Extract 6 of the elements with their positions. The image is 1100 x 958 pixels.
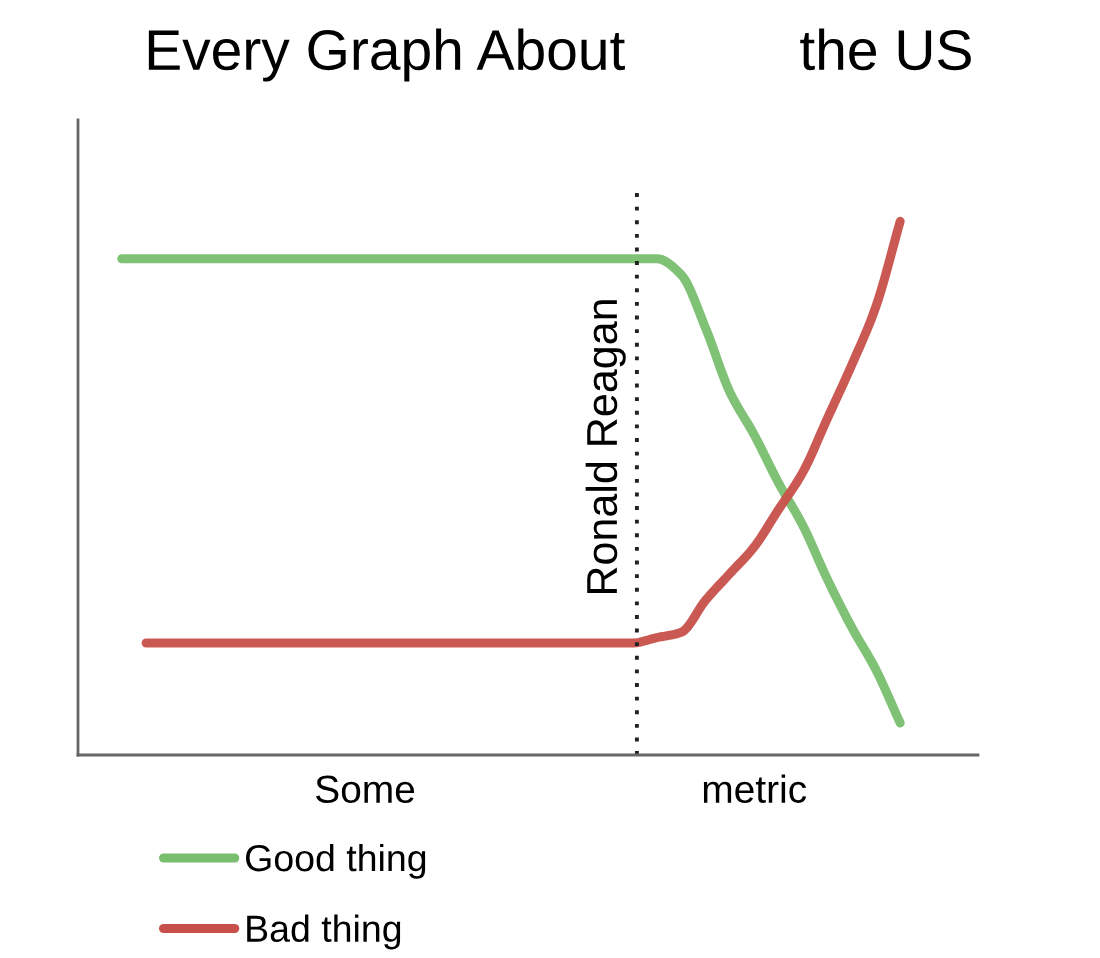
x-tick-label: metric xyxy=(703,774,807,804)
legend-label: Good thing xyxy=(246,843,426,879)
chart-title: Every Graph About the US xyxy=(148,28,971,82)
legend-label: Bad thing xyxy=(247,914,401,950)
x-tick-label: Some xyxy=(316,775,415,804)
annotation: Ronald Reagan xyxy=(585,300,626,594)
